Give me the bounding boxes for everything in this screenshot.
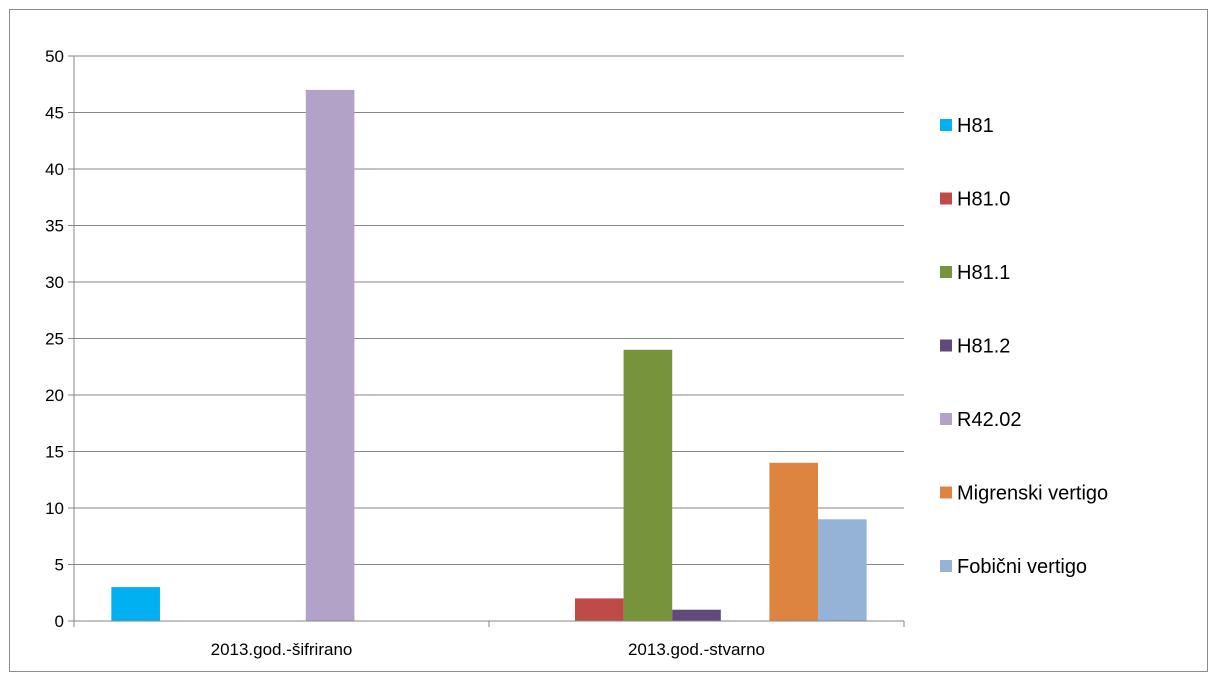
legend-swatch (940, 192, 952, 205)
bars (111, 89, 867, 621)
x-tick-label: 2013.god.-šifrirano (211, 640, 353, 659)
bar (305, 89, 355, 621)
legend-label: R42.02 (957, 409, 1022, 431)
legend-swatch (940, 119, 952, 131)
legend: H81 H81.0 H81.1 H81.2 R42.02 Migrenski vertig… (940, 115, 1108, 578)
chart-frame: 0 5 10 15 20 25 30 35 40 45 50 2013.god.-šifrirano… (9, 9, 1208, 672)
bar (769, 462, 819, 621)
y-tick-label: 50 (45, 47, 64, 66)
y-tick-label: 30 (45, 273, 64, 292)
y-tick-label: 15 (45, 443, 64, 462)
bar-chart: 0 5 10 15 20 25 30 35 40 45 50 2013.god.-šifrirano… (45, 47, 1108, 659)
legend-swatch (940, 486, 952, 499)
y-tick-label: 5 (55, 556, 64, 575)
y-tick-label: 10 (45, 499, 64, 518)
y-tick-label: 20 (45, 386, 64, 405)
bar (672, 609, 721, 621)
legend-label: H81.2 (957, 336, 1010, 358)
legend-label: H81.0 (957, 189, 1010, 211)
bar (623, 349, 673, 621)
legend-swatch (940, 413, 952, 425)
y-tick-label: 25 (45, 330, 64, 349)
legend-swatch (940, 560, 952, 572)
legend-label: Fobični vertigo (957, 556, 1087, 578)
y-tick-label: 35 (45, 217, 64, 236)
gridlines (74, 55, 904, 565)
bar (818, 519, 867, 621)
x-axis-ticks: 2013.god.-šifrirano 2013.god.-stvarno (211, 640, 765, 659)
y-axis-ticks: 0 5 10 15 20 25 30 35 40 45 50 (45, 47, 64, 631)
axes (68, 55, 905, 627)
legend-swatch (940, 339, 952, 352)
bar (574, 598, 624, 621)
y-tick-label: 40 (45, 160, 64, 179)
legend-swatch (940, 266, 952, 278)
x-tick-label: 2013.god.-stvarno (628, 640, 765, 659)
legend-label: H81 (957, 115, 994, 137)
bar (111, 587, 160, 621)
legend-label: H81.1 (957, 262, 1010, 284)
legend-label: Migrenski vertigo (957, 483, 1108, 505)
y-tick-label: 0 (55, 612, 64, 631)
y-tick-label: 45 (45, 104, 64, 123)
